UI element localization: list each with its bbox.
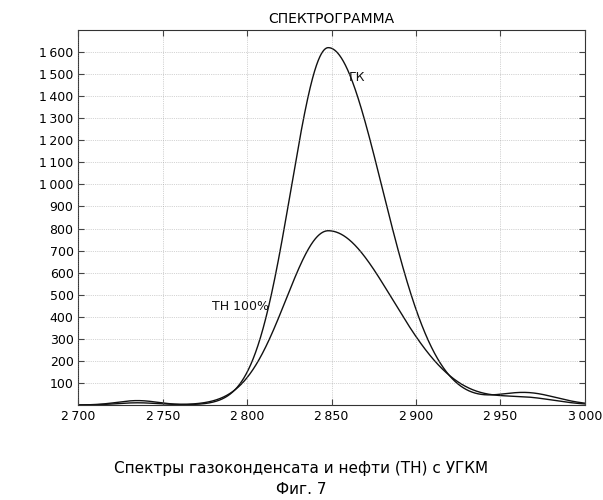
Text: ГК: ГК bbox=[349, 70, 365, 84]
Title: СПЕКТРОГРАММА: СПЕКТРОГРАММА bbox=[268, 12, 395, 26]
Text: Фиг. 7: Фиг. 7 bbox=[276, 482, 327, 497]
Text: ТН 100%: ТН 100% bbox=[212, 300, 269, 313]
Text: Спектры газоконденсата и нефти (ТН) с УГКМ: Спектры газоконденсата и нефти (ТН) с УГ… bbox=[115, 460, 488, 475]
